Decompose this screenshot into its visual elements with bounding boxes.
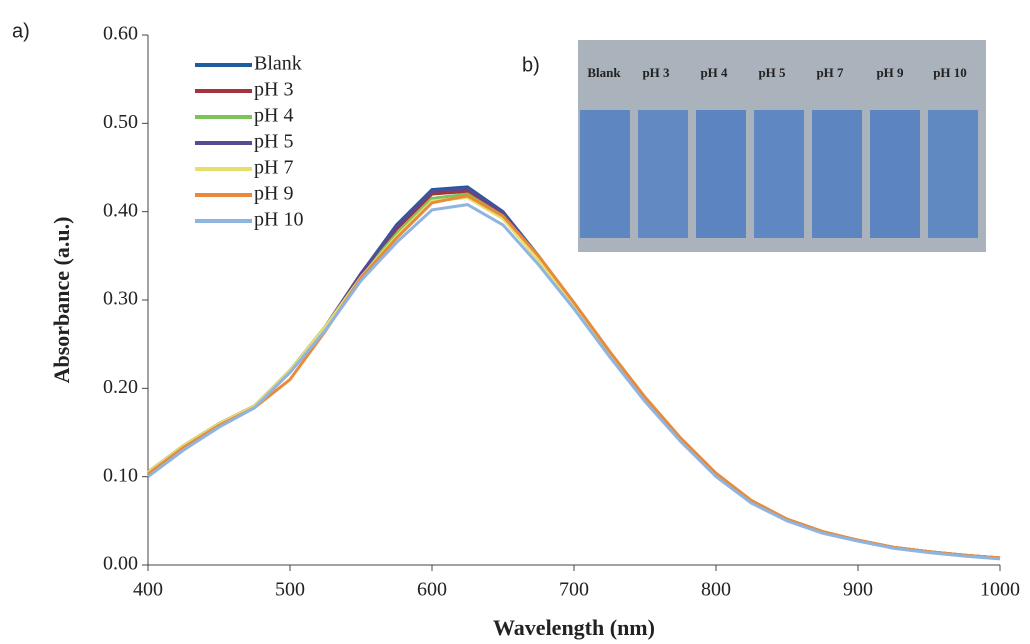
legend-label: Blank xyxy=(254,53,302,75)
x-tick-label: 500 xyxy=(275,579,305,601)
x-axis-label: Wavelength (nm) xyxy=(493,615,655,640)
y-tick-label: 0.30 xyxy=(103,288,138,310)
vial-label: pH 4 xyxy=(700,65,728,80)
legend-label: pH 3 xyxy=(254,79,293,101)
vial xyxy=(638,110,688,238)
y-tick-label: 0.40 xyxy=(103,199,138,221)
x-tick-label: 400 xyxy=(133,579,163,601)
vial-label: pH 3 xyxy=(642,65,670,80)
legend-label: pH 10 xyxy=(254,209,303,231)
vial-label: pH 9 xyxy=(876,65,904,80)
x-tick-label: 1000 xyxy=(980,579,1020,601)
y-tick-label: 0.00 xyxy=(103,553,138,575)
legend-label: pH 9 xyxy=(254,183,293,205)
x-tick-label: 600 xyxy=(417,579,447,601)
y-tick-label: 0.20 xyxy=(103,376,138,398)
vial-label: pH 7 xyxy=(816,65,844,80)
vial xyxy=(870,110,920,238)
vial-label: Blank xyxy=(587,65,621,80)
y-axis-label: Absorbance (a.u.) xyxy=(49,217,74,384)
vial xyxy=(696,110,746,238)
x-tick-label: 700 xyxy=(559,579,589,601)
legend-label: pH 4 xyxy=(254,105,293,127)
x-tick-label: 900 xyxy=(843,579,873,601)
legend-label: pH 5 xyxy=(254,131,293,153)
series-line xyxy=(147,203,1001,561)
vial-label: pH 10 xyxy=(933,65,967,80)
legend-label: pH 7 xyxy=(254,157,293,179)
inset-label: b) xyxy=(522,54,540,76)
y-tick-label: 0.60 xyxy=(103,23,138,45)
x-tick-label: 800 xyxy=(701,579,731,601)
vial xyxy=(928,110,978,238)
panel-label: a) xyxy=(12,20,30,42)
vial xyxy=(580,110,630,238)
inset-photo xyxy=(578,40,986,252)
vial xyxy=(812,110,862,238)
y-tick-label: 0.10 xyxy=(103,464,138,486)
vial xyxy=(754,110,804,238)
y-tick-label: 0.50 xyxy=(103,111,138,133)
vial-label: pH 5 xyxy=(758,65,786,80)
